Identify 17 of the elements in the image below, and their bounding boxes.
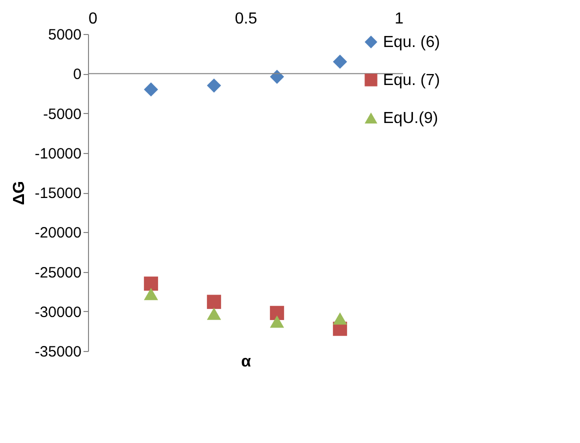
x-tick-label: 1 xyxy=(394,10,404,28)
y-axis-title: ΔG xyxy=(10,181,28,205)
y-tick-label: -25000 xyxy=(34,264,82,282)
x-tick-label: 0 xyxy=(88,10,98,28)
y-tick-label: -20000 xyxy=(34,224,82,242)
x-tick-label: 0.5 xyxy=(234,10,258,28)
y-tick-label: -10000 xyxy=(34,145,82,162)
y-tick-label: -5000 xyxy=(43,106,82,123)
legend-label: EqU.(9) xyxy=(383,110,438,127)
y-tick-label: -30000 xyxy=(34,304,82,321)
y-tick-label: -35000 xyxy=(34,344,82,360)
y-tick-label: -15000 xyxy=(34,185,82,202)
legend-label: Equ. (6) xyxy=(383,34,440,51)
x-axis-title: α xyxy=(241,354,252,370)
legend-label: Equ. (7) xyxy=(383,72,440,89)
y-tick-label: 0 xyxy=(73,66,82,84)
y-tick-label: 5000 xyxy=(48,26,82,44)
